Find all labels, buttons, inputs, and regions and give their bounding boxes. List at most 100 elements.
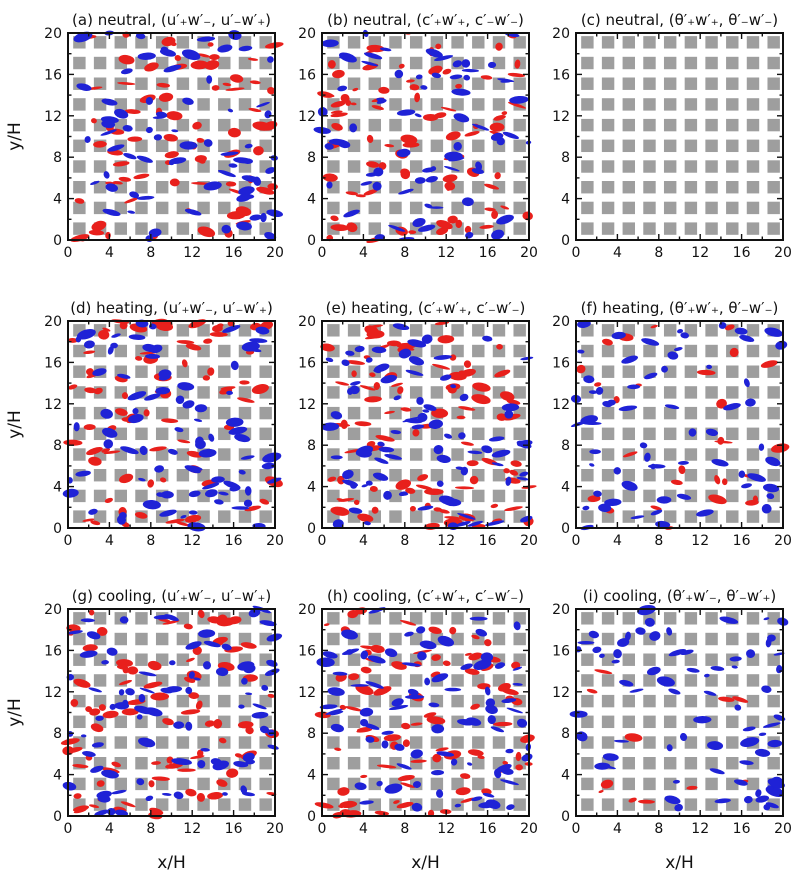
blue-event-patch (377, 441, 385, 447)
building-block (135, 160, 148, 173)
red-event-patch (374, 810, 390, 816)
blue-event-patch (110, 342, 118, 349)
blue-event-patch (666, 744, 673, 752)
red-event-patch (164, 151, 179, 159)
blue-event-patch (396, 763, 412, 770)
x-tick-label: 16 (225, 533, 243, 549)
blue-event-patch (417, 505, 434, 511)
red-event-patch (471, 634, 480, 640)
blue-event-patch (245, 692, 253, 696)
building-block (73, 56, 86, 70)
red-event-patch (509, 469, 519, 476)
building-block (684, 469, 698, 482)
blue-event-patch (171, 129, 179, 133)
building-block (135, 36, 148, 49)
building-block (684, 36, 698, 49)
building-block (622, 489, 635, 503)
red-event-patch (225, 87, 245, 91)
red-event-patch (112, 161, 130, 167)
panel-title: (g) cooling, (u′₊w′₋, u′₋w′₊) (72, 587, 272, 605)
blue-event-patch (238, 45, 253, 52)
red-event-patch (124, 197, 139, 204)
red-event-patch (203, 338, 213, 344)
building-block (601, 510, 615, 523)
blue-event-patch (371, 346, 387, 354)
building-block (581, 160, 594, 173)
blue-event-patch (436, 480, 444, 487)
red-event-patch (156, 82, 170, 88)
blue-event-patch (433, 354, 452, 360)
red-event-patch (455, 787, 471, 796)
x-tick-label: 16 (479, 533, 497, 549)
red-event-patch (432, 753, 442, 763)
building-block (601, 222, 615, 235)
red-event-patch (622, 451, 638, 458)
red-event-patch (144, 62, 159, 72)
blue-event-patch (613, 649, 622, 659)
y-tick-label: 0 (307, 521, 316, 537)
building-block (601, 674, 615, 687)
building-block (663, 612, 677, 625)
red-event-patch (212, 636, 228, 645)
blue-event-patch (62, 488, 79, 498)
building-block (238, 56, 252, 70)
blue-event-patch (319, 704, 338, 710)
building-block (155, 632, 169, 646)
blue-event-patch (475, 628, 488, 637)
building-block (218, 201, 231, 215)
blue-event-patch (88, 687, 102, 693)
building-block (238, 798, 252, 811)
blue-event-patch (380, 374, 397, 384)
blue-event-patch (706, 364, 713, 370)
red-event-patch (355, 684, 374, 696)
blue-event-patch (740, 737, 760, 748)
blue-event-patch (330, 411, 343, 420)
blue-event-patch (374, 234, 385, 241)
building-block (176, 406, 190, 420)
red-event-patch (218, 737, 227, 744)
building-block (430, 777, 444, 791)
blue-event-patch (259, 725, 270, 734)
building-block (451, 324, 464, 337)
blue-event-patch (234, 433, 251, 443)
blue-event-patch (500, 779, 519, 786)
red-event-patch (184, 514, 202, 523)
y-tick-label: 16 (552, 643, 570, 659)
blue-event-patch (90, 180, 100, 185)
panel-title: (a) neutral, (u′₊w′₋, u′₋w′₊) (72, 11, 271, 29)
blue-event-patch (414, 113, 422, 118)
building-block (601, 715, 615, 729)
building-block (218, 448, 231, 461)
y-tick-label: 8 (53, 726, 62, 742)
blue-event-patch (242, 792, 256, 797)
blue-event-patch (155, 386, 171, 395)
red-event-patch (335, 381, 350, 386)
building-block (259, 406, 272, 420)
blue-event-patch (259, 620, 277, 627)
building-block (238, 736, 252, 749)
red-event-patch (119, 473, 134, 484)
building-block (218, 98, 231, 111)
building-block (705, 118, 718, 132)
red-event-patch (515, 764, 523, 771)
blue-event-patch (500, 80, 512, 83)
blue-event-patch (588, 630, 599, 639)
red-event-patch (435, 747, 449, 752)
building-block (746, 715, 760, 729)
building-block (684, 757, 698, 770)
blue-event-patch (360, 181, 373, 186)
building-block (705, 386, 718, 399)
building-block (492, 469, 506, 482)
building-block (176, 36, 190, 49)
blue-event-patch (767, 634, 776, 642)
building-block (705, 757, 718, 770)
red-event-patch (360, 774, 368, 779)
building-block (409, 160, 423, 173)
building-block (726, 365, 739, 378)
blue-event-patch (450, 758, 458, 766)
building-block (746, 139, 760, 153)
blue-event-patch (602, 400, 613, 408)
red-event-patch (373, 382, 380, 390)
building-block (643, 777, 656, 791)
red-event-patch (98, 329, 110, 340)
